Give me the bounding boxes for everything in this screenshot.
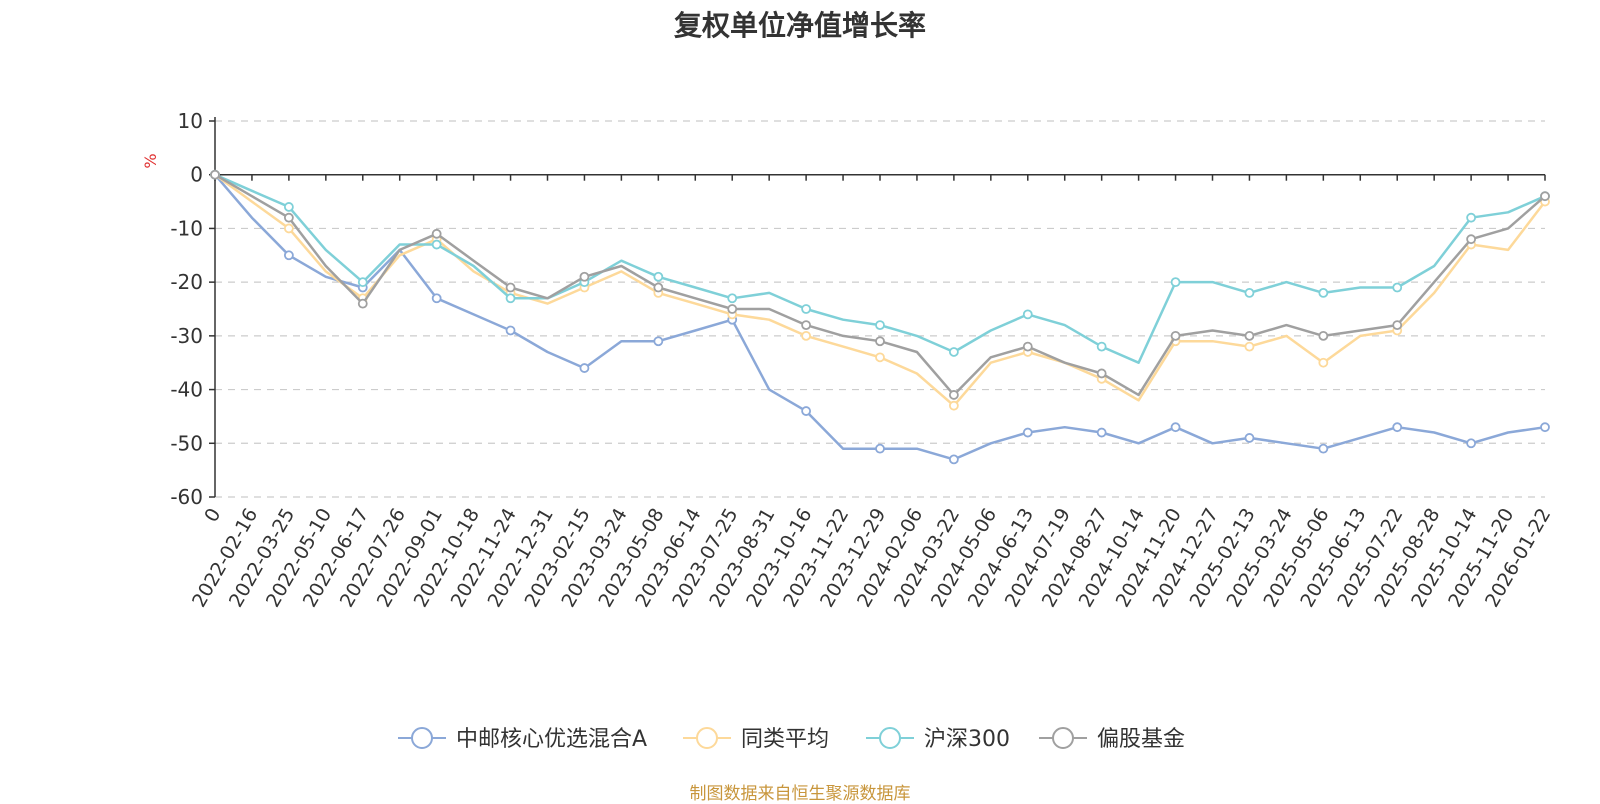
data-point: [579, 271, 590, 282]
legend-label: 沪深300: [924, 727, 1010, 752]
legend-label: 中邮核心优选混合A: [456, 727, 647, 752]
data-point: [727, 304, 738, 314]
data-point: [1392, 320, 1403, 331]
y-tick-label: 10: [178, 109, 203, 133]
data-point: [1318, 330, 1329, 341]
y-tick-label: -60: [170, 485, 203, 509]
data-point: [505, 325, 516, 336]
data-point: [948, 454, 959, 465]
data-point: [948, 347, 959, 357]
data-point: [875, 320, 885, 331]
data-point: [875, 352, 885, 363]
data-point: [283, 223, 294, 234]
y-axis-label: %: [141, 153, 160, 168]
series-layer: [210, 169, 1550, 465]
data-point: [1022, 309, 1033, 320]
data-point: [505, 293, 516, 304]
axis-layer: 100-10-20-30-40-50-6002022-02-162022-03-…: [170, 109, 1555, 611]
x-tick-label: 0: [200, 505, 225, 526]
data-point: [431, 228, 442, 239]
y-tick-label: -40: [170, 378, 203, 402]
data-point: [1466, 438, 1477, 449]
data-point: [1540, 191, 1550, 202]
data-point: [1096, 341, 1107, 352]
y-tick-label: -30: [170, 324, 203, 348]
legend-label: 同类平均: [741, 727, 829, 752]
data-point: [801, 304, 812, 314]
data-point: [1392, 422, 1403, 433]
data-point: [1244, 287, 1255, 298]
data-point: [948, 400, 959, 411]
series-2: [210, 169, 1550, 364]
data-point: [1244, 341, 1255, 352]
legend-item[interactable]: 同类平均: [683, 727, 829, 752]
data-point: [431, 293, 442, 304]
data-point: [1096, 368, 1107, 379]
legend-circle-icon: [1052, 727, 1074, 749]
data-point: [875, 443, 885, 454]
legend-circle-icon: [411, 727, 433, 749]
data-point: [357, 298, 368, 309]
y-tick-label: -10: [170, 216, 203, 240]
data-point: [505, 282, 516, 293]
data-point: [1318, 287, 1329, 298]
data-point: [283, 250, 294, 261]
data-point: [357, 277, 368, 288]
series-3: [210, 169, 1550, 400]
data-point: [210, 169, 220, 180]
data-point: [1170, 330, 1181, 341]
legend-item[interactable]: 沪深300: [866, 727, 1010, 752]
data-point: [801, 330, 812, 341]
data-point: [653, 282, 664, 293]
data-point: [1540, 422, 1550, 433]
data-point: [1096, 427, 1107, 438]
legend-label: 偏股基金: [1097, 727, 1185, 752]
data-point: [431, 239, 442, 250]
data-point: [875, 336, 885, 347]
data-point: [283, 212, 294, 223]
data-point: [653, 336, 664, 347]
data-point: [1170, 422, 1181, 433]
data-point: [1022, 341, 1033, 352]
data-point: [1022, 427, 1033, 438]
data-point: [1244, 330, 1255, 341]
data-point: [801, 320, 812, 331]
y-tick-label: -50: [170, 431, 203, 455]
data-point: [1392, 282, 1403, 293]
data-point: [801, 406, 812, 416]
chart-title: 复权单位净值增长率: [673, 9, 926, 42]
data-point: [1170, 277, 1181, 288]
data-point: [283, 202, 294, 212]
y-tick-label: -20: [170, 270, 203, 294]
legend-circle-icon: [879, 727, 901, 749]
data-point: [1466, 212, 1477, 223]
legend-item[interactable]: 偏股基金: [1039, 727, 1185, 752]
legend: 中邮核心优选混合A 同类平均 沪深300 偏股基金: [398, 727, 1185, 752]
legend-circle-icon: [696, 727, 718, 749]
data-point: [653, 271, 664, 282]
grid-layer: [215, 120, 1545, 498]
data-source-credit: 制图数据来自恒生聚源数据库: [689, 784, 911, 804]
data-point: [1318, 357, 1329, 368]
data-point: [1466, 234, 1477, 245]
series-line: [214, 173, 1546, 461]
data-point: [1318, 443, 1329, 454]
y-tick-label: 0: [190, 163, 203, 187]
data-point: [1244, 433, 1255, 443]
data-point: [579, 363, 590, 373]
data-point: [727, 293, 738, 304]
data-point: [948, 390, 959, 400]
series-0: [210, 169, 1550, 465]
legend-item[interactable]: 中邮核心优选混合A: [398, 727, 647, 752]
